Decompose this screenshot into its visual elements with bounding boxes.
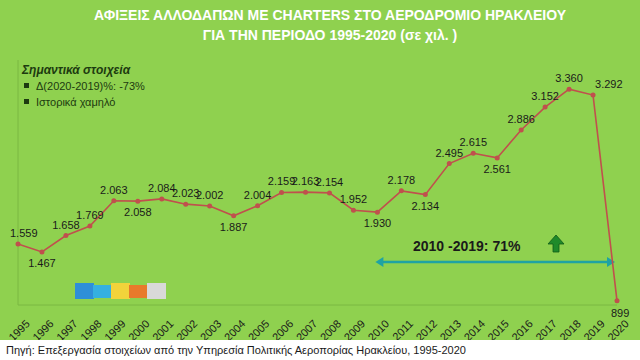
point — [135, 199, 140, 204]
x-tick-label: 2006 — [270, 317, 296, 343]
data-label: 1.559 — [10, 227, 38, 239]
x-tick-label: 2005 — [246, 317, 272, 343]
data-label: 1.887 — [220, 221, 248, 233]
subtitle: ΓΙΑ ΤΗΝ ΠΕΡΙΟΔΟ 1995-2020 (σε χιλ. ) — [203, 27, 457, 43]
x-tick-label: 2002 — [174, 317, 200, 343]
annotation-heading: Σημαντικά στοιχεία — [21, 63, 131, 77]
point — [159, 196, 164, 201]
point — [375, 210, 380, 215]
data-label: 2.058 — [124, 206, 152, 218]
chart: ΑΦΙΞΕΙΣ ΑΛΛΟΔΑΠΩΝ ΜΕ CHARTERS ΣΤΟ ΑΕΡΟΔΡ… — [0, 0, 640, 360]
point — [111, 198, 116, 203]
data-label: 2.154 — [316, 176, 344, 188]
point — [279, 190, 284, 195]
point — [303, 190, 308, 195]
point — [423, 192, 428, 197]
point — [471, 151, 476, 156]
x-tick-label: 2004 — [222, 317, 248, 343]
x-axis — [18, 305, 617, 306]
x-tick-label: 2007 — [294, 317, 320, 343]
data-label: 2.004 — [244, 189, 272, 201]
data-label: 2.134 — [412, 200, 440, 212]
x-tick-label: 2009 — [342, 317, 368, 343]
x-tick-label: 1997 — [54, 317, 80, 343]
arrow-head — [607, 257, 615, 267]
title: ΑΦΙΞΕΙΣ ΑΛΛΟΔΑΠΩΝ ΜΕ CHARTERS ΣΤΟ ΑΕΡΟΔΡ… — [94, 7, 567, 23]
x-tick-label: 1996 — [30, 317, 56, 343]
x-tick-label: 2012 — [413, 317, 439, 343]
data-label: 2.178 — [388, 174, 416, 186]
plot-area — [16, 87, 620, 304]
x-tick-label: 2013 — [437, 317, 463, 343]
x-tick-label: 2000 — [126, 317, 152, 343]
x-tick-label: 1999 — [102, 317, 128, 343]
point — [495, 155, 500, 160]
x-tick-label: 2003 — [198, 317, 224, 343]
point — [447, 161, 452, 166]
point — [591, 93, 596, 98]
point — [39, 249, 44, 254]
point — [63, 233, 68, 238]
point — [231, 213, 236, 218]
data-label: 2.561 — [483, 163, 511, 175]
point — [519, 127, 524, 132]
data-label: 2.063 — [100, 184, 128, 196]
data-label: 2.886 — [507, 113, 535, 125]
data-label: 1.952 — [340, 193, 368, 205]
source: Πηγή: Επεξεργασία στοιχείων από την Υπηρ… — [6, 344, 466, 356]
x-tick-label: 2016 — [509, 317, 535, 343]
data-label: 3.292 — [595, 78, 623, 90]
data-label: 2.002 — [196, 189, 224, 201]
island-decoration — [75, 283, 94, 299]
x-tick-label: 2019 — [581, 317, 607, 343]
x-tick-label: 2018 — [557, 317, 583, 343]
x-tick-label: 2008 — [318, 317, 344, 343]
arrow-head — [375, 257, 383, 267]
x-tick-label: 1995 — [6, 317, 32, 343]
source-band — [0, 340, 640, 360]
x-tick-label: 2014 — [461, 317, 487, 343]
annotation: Ιστορικά χαμηλό — [36, 96, 115, 108]
point — [327, 190, 332, 195]
point — [207, 203, 212, 208]
point — [399, 188, 404, 193]
bullet — [24, 83, 29, 88]
data-label: 3.360 — [555, 72, 583, 84]
point — [615, 298, 620, 303]
up-arrow — [548, 235, 564, 252]
island-decoration — [147, 283, 166, 299]
background — [0, 0, 640, 360]
x-tick-label: 2001 — [150, 317, 176, 343]
data-label: 899 — [611, 307, 629, 319]
island-decoration — [129, 285, 148, 298]
data-label: 1.769 — [76, 209, 104, 221]
point — [351, 208, 356, 213]
x-tick-label: 2020 — [605, 317, 631, 343]
series-line — [18, 89, 617, 301]
data-label: 2.615 — [459, 136, 487, 148]
y-axis — [18, 60, 19, 305]
bullet — [24, 99, 29, 104]
island-decoration — [93, 285, 112, 298]
x-tick-label: 1998 — [78, 317, 104, 343]
data-label: 3.152 — [531, 90, 559, 102]
point — [16, 242, 21, 247]
data-label: 1.930 — [364, 217, 392, 229]
island-decoration — [111, 283, 130, 299]
x-tick-label: 2015 — [485, 317, 511, 343]
annotation: Δ(2020-2019)%: -73% — [36, 80, 145, 92]
point — [255, 203, 260, 208]
x-tick-label: 2010 — [366, 317, 392, 343]
data-label: 2.495 — [436, 147, 464, 159]
x-tick-label: 2011 — [390, 317, 415, 342]
x-tick-label: 2017 — [533, 317, 559, 343]
point — [543, 105, 548, 110]
point — [87, 223, 92, 228]
period-arrow — [381, 261, 609, 264]
point — [567, 87, 572, 92]
data-label: 1.467 — [28, 257, 56, 269]
point — [183, 202, 188, 207]
period-growth: 2010 -2019: 71% — [413, 238, 521, 254]
